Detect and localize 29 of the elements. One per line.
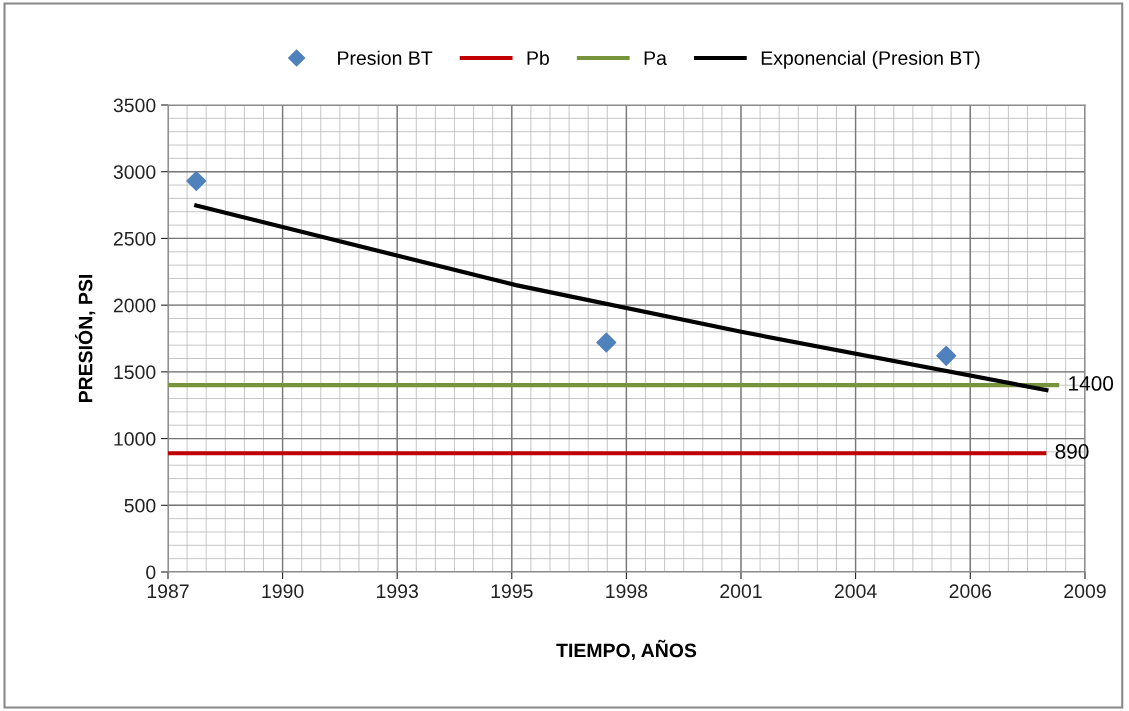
x-tick-label: 2006 [949,584,992,599]
x-tick-label: 2001 [720,584,762,599]
y-tick-label: 3500 [113,98,156,113]
y-tick-label: 0 [146,565,156,580]
x-tick-label: 1993 [377,584,418,599]
x-tick-label: 1995 [491,584,533,599]
x-axis-title: TIEMPO, AÑOS [556,639,697,661]
y-tick-label: 3000 [113,165,156,179]
y-tick-label: 2000 [113,298,156,313]
y-axis-title: PRESIÓN, PSI [75,274,96,403]
data-label: 1400 [1069,376,1114,391]
data-label: 890 [1055,444,1089,459]
x-tick-label: 1987 [147,584,189,599]
point [186,171,207,192]
y-tick-label: 2500 [113,231,156,246]
x-tick-label: 2004 [834,584,877,599]
y-tick-label: 1500 [114,365,156,380]
legend-label: Exponencial (Presion BT) [761,50,980,69]
point [936,345,957,366]
legend-label: Pa [644,51,667,65]
point [596,332,617,353]
legend-label: Pb [527,50,549,65]
legend-label: Presion BT [338,50,433,65]
line-series [192,202,1051,393]
y-tick-label: 1000 [114,432,156,446]
x-tick-label: 2009 [1064,584,1106,599]
y-tick-label: 500 [124,498,156,513]
x-tick-label: 1998 [606,584,648,599]
x-tick-label: 1990 [262,584,304,599]
